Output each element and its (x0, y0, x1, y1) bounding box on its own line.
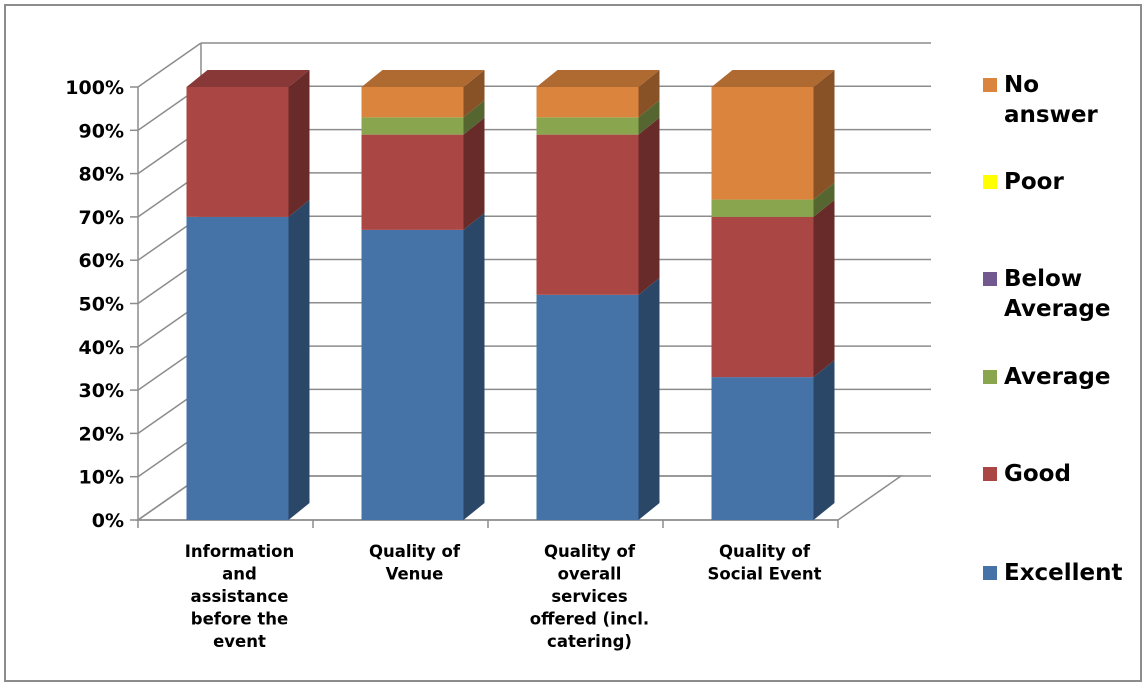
x-label-line: assistance (191, 587, 289, 606)
bar-side-average (463, 100, 485, 135)
legend-label-line: Average (1004, 364, 1111, 390)
bar-side-good (638, 117, 660, 295)
bar-quality-of-venue (361, 70, 485, 520)
bars (186, 70, 835, 520)
bar-side-average (638, 100, 660, 135)
bar-segment-excellent (711, 377, 814, 520)
bar-segment-good (186, 87, 289, 217)
x-label-line: services (551, 587, 628, 606)
x-label-line: Information (185, 542, 295, 561)
legend-item-excellent: Excellent (983, 560, 1123, 586)
legend: No answer Poor Below Average Average Good Excel… (983, 72, 1123, 586)
legend-item-poor: Poor (983, 169, 1064, 195)
y-tick-label: 60% (79, 250, 124, 272)
x-axis-labels: Information and assistance before the event Q… (185, 542, 822, 651)
bar-segment-good (536, 134, 639, 295)
legend-swatch (983, 272, 997, 286)
gridline-diagonal (137, 42, 202, 88)
bar-side-good (813, 199, 835, 378)
x-label-line: overall (558, 565, 622, 584)
bar-side-excellent (288, 199, 310, 520)
x-label-line: Quality of (544, 542, 636, 561)
bar-segment-excellent (186, 216, 289, 520)
y-tick-label: 0% (92, 510, 124, 532)
bar-information-and-assistance-before-the-event (186, 70, 310, 520)
y-axis-ticks: 0% 10% 20% 30% 40% 50% 60% 70% 80% 90% 100% (65, 77, 124, 532)
y-tick-label: 50% (79, 294, 124, 316)
bar-quality-of-social-event (711, 70, 835, 520)
bar-side-no-answer (813, 70, 835, 200)
y-tick-label: 80% (79, 164, 124, 186)
x-label-line: Social Event (707, 565, 821, 584)
legend-item-good: Good (983, 461, 1071, 487)
x-label-line: catering) (547, 632, 632, 651)
bar-segment-average (536, 117, 639, 135)
legend-label-line: Average (1004, 296, 1111, 322)
bar-side-average (813, 182, 835, 217)
y-tick-label: 70% (79, 207, 124, 229)
legend-swatch (983, 175, 997, 189)
legend-label-line: Below (1004, 266, 1082, 292)
y-tick-label: 100% (65, 77, 124, 99)
x-label-line: Quality of (719, 542, 811, 561)
bar-segment-no-answer (361, 87, 464, 118)
legend-label: Poor (1004, 169, 1064, 195)
legend-swatch (983, 370, 997, 384)
x-label-line: before the (191, 610, 288, 629)
legend-label-line: Excellent (1004, 560, 1123, 586)
x-label-quality-of-social-event: Quality of Social Event (707, 542, 821, 584)
bar-side-no-answer (463, 70, 485, 118)
bar-segment-excellent (536, 294, 639, 520)
legend-label: Excellent (1004, 560, 1123, 586)
bar-side-excellent (813, 360, 835, 520)
y-tick-label: 30% (79, 380, 124, 402)
bar-top (361, 70, 485, 87)
x-label-line: Venue (386, 565, 444, 584)
bar-top (186, 70, 310, 87)
legend-label: Average (1004, 364, 1111, 390)
x-label-line: offered (incl. (530, 610, 649, 629)
bar-segment-no-answer (711, 87, 814, 200)
bar-top (711, 70, 835, 87)
bar-side-excellent (638, 277, 660, 520)
legend-label: Below Average (1004, 266, 1111, 322)
bar-quality-of-overall-services-offered-incl-catering (536, 70, 660, 520)
legend-label: No answer (1004, 72, 1098, 128)
legend-item-average: Average (983, 364, 1111, 390)
bar-segment-average (361, 117, 464, 135)
legend-label: Good (1004, 461, 1071, 487)
y-tick-label: 90% (79, 120, 124, 142)
bar-segment-good (361, 134, 464, 230)
bar-segment-average (711, 199, 814, 217)
bar-side-good (463, 117, 485, 230)
x-label-line: Quality of (369, 542, 461, 561)
bar-side-good (288, 70, 310, 217)
bar-side-no-answer (638, 70, 660, 118)
legend-label-line: answer (1004, 102, 1098, 128)
x-label-information-and-assistance-before-the-event: Information and assistance before the event (185, 542, 295, 651)
legend-label-line: No (1004, 72, 1039, 98)
x-label-quality-of-venue: Quality of Venue (369, 542, 461, 584)
y-tick-label: 40% (79, 337, 124, 359)
legend-swatch (983, 566, 997, 580)
legend-swatch (983, 467, 997, 481)
legend-label-line: Poor (1004, 169, 1064, 195)
bar-segment-no-answer (536, 87, 639, 118)
legend-swatch (983, 78, 997, 92)
bar-segment-excellent (361, 229, 464, 520)
bar-side-excellent (463, 212, 485, 520)
x-label-line: event (213, 632, 266, 651)
legend-label-line: Good (1004, 461, 1071, 487)
x-label-quality-of-overall-services-offered-incl-catering: Quality of overall services offered (incl. c… (530, 542, 649, 651)
legend-item-no-answer: No answer (983, 72, 1098, 128)
y-tick-label: 20% (79, 423, 124, 445)
x-label-line: and (222, 565, 257, 584)
y-tick-label: 10% (79, 467, 124, 489)
legend-item-below-average: Below Average (983, 266, 1111, 322)
bar-top (536, 70, 660, 87)
bar-segment-good (711, 216, 814, 378)
